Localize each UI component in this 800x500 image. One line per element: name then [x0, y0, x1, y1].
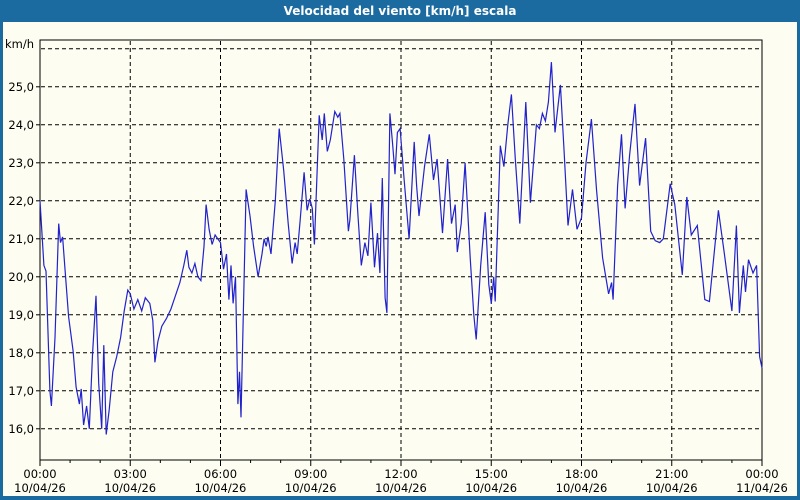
x-tick-time-label: 06:00	[204, 467, 237, 481]
x-tick-date-label: 10/04/26	[646, 481, 698, 495]
x-tick-time-label: 00:00	[745, 467, 778, 481]
y-tick-label: 22,0	[8, 194, 34, 208]
plot-border	[39, 39, 763, 461]
x-tick-date-label: 10/04/26	[104, 481, 156, 495]
x-tick-time-label: 03:00	[114, 467, 147, 481]
x-tick-date-label: 10/04/26	[285, 481, 337, 495]
x-tick-time-label: 00:00	[23, 467, 56, 481]
y-tick-label: 16,0	[8, 422, 34, 436]
x-tick-time-label: 18:00	[565, 467, 598, 481]
x-tick-date-label: 10/04/26	[375, 481, 427, 495]
x-tick-time-label: 21:00	[655, 467, 688, 481]
x-tick-date-label: 10/04/26	[465, 481, 517, 495]
y-tick-label: 18,0	[8, 346, 34, 360]
x-tick-time-label: 12:00	[384, 467, 417, 481]
y-tick-label: 20,0	[8, 270, 34, 284]
y-tick-label: 25,0	[8, 80, 34, 94]
wind-speed-line	[39, 62, 763, 435]
x-tick-time-label: 15:00	[475, 467, 508, 481]
chart-title: Velocidad del viento [km/h] escala	[283, 4, 517, 18]
x-tick-date-label: 10/04/26	[195, 481, 247, 495]
chart-title-bar: Velocidad del viento [km/h] escala	[0, 0, 800, 22]
y-tick-label: 24,0	[8, 118, 34, 132]
y-tick-label: 19,0	[8, 308, 34, 322]
y-tick-label: 17,0	[8, 384, 34, 398]
x-tick-date-label: 10/04/26	[14, 481, 66, 495]
y-tick-label: 21,0	[8, 232, 34, 246]
y-tick-label: 23,0	[8, 156, 34, 170]
x-tick-date-label: 10/04/26	[556, 481, 608, 495]
chart-background	[3, 22, 797, 496]
x-tick-date-label: 11/04/26	[736, 481, 788, 495]
x-tick-time-label: 09:00	[294, 467, 327, 481]
y-axis-unit-label: km/h	[5, 37, 34, 51]
